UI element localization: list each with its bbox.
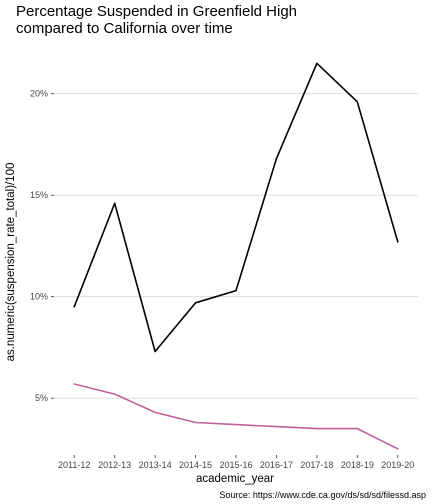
y-tick-label: 10%: [30, 292, 48, 302]
x-tick-label: 2018-19: [341, 460, 374, 470]
x-tick-label: 2017-18: [300, 460, 333, 470]
y-axis-ticks: 5% 10% 15% 20%: [30, 89, 54, 403]
x-tick-label: 2015-16: [219, 460, 252, 470]
x-axis-title: academic_year: [196, 473, 274, 485]
chart-title: Percentage Suspended in Greenfield High …: [16, 3, 297, 37]
gridlines: [54, 93, 418, 399]
y-tick-label: 20%: [30, 89, 48, 99]
y-tick-label: 15%: [30, 190, 48, 200]
x-tick-label: 2019-20: [381, 460, 414, 470]
series-line-2: [73, 383, 399, 450]
x-tick-label: 2016-17: [260, 460, 293, 470]
y-axis-title: as.numeric(suspension_rate_total)/100: [5, 163, 17, 362]
x-tick-label: 2011-12: [58, 460, 90, 470]
x-tick-label: 2012-13: [98, 460, 131, 470]
source-caption: Source: https://www.cde.ca.gov/ds/sd/sd/…: [219, 490, 426, 500]
x-tick-label: 2014-15: [179, 460, 212, 470]
chart-title-line-2: compared to California over time: [16, 20, 233, 37]
series-lines: [73, 62, 399, 450]
y-tick-label: 5%: [35, 393, 48, 403]
chart-title-line-1: Percentage Suspended in Greenfield High: [16, 3, 297, 20]
series-line-1: [73, 62, 399, 353]
x-axis-ticks: 2011-12 2012-13 2013-14 2014-15 2015-16 2016-…: [58, 455, 414, 470]
x-tick-label: 2013-14: [139, 460, 172, 470]
